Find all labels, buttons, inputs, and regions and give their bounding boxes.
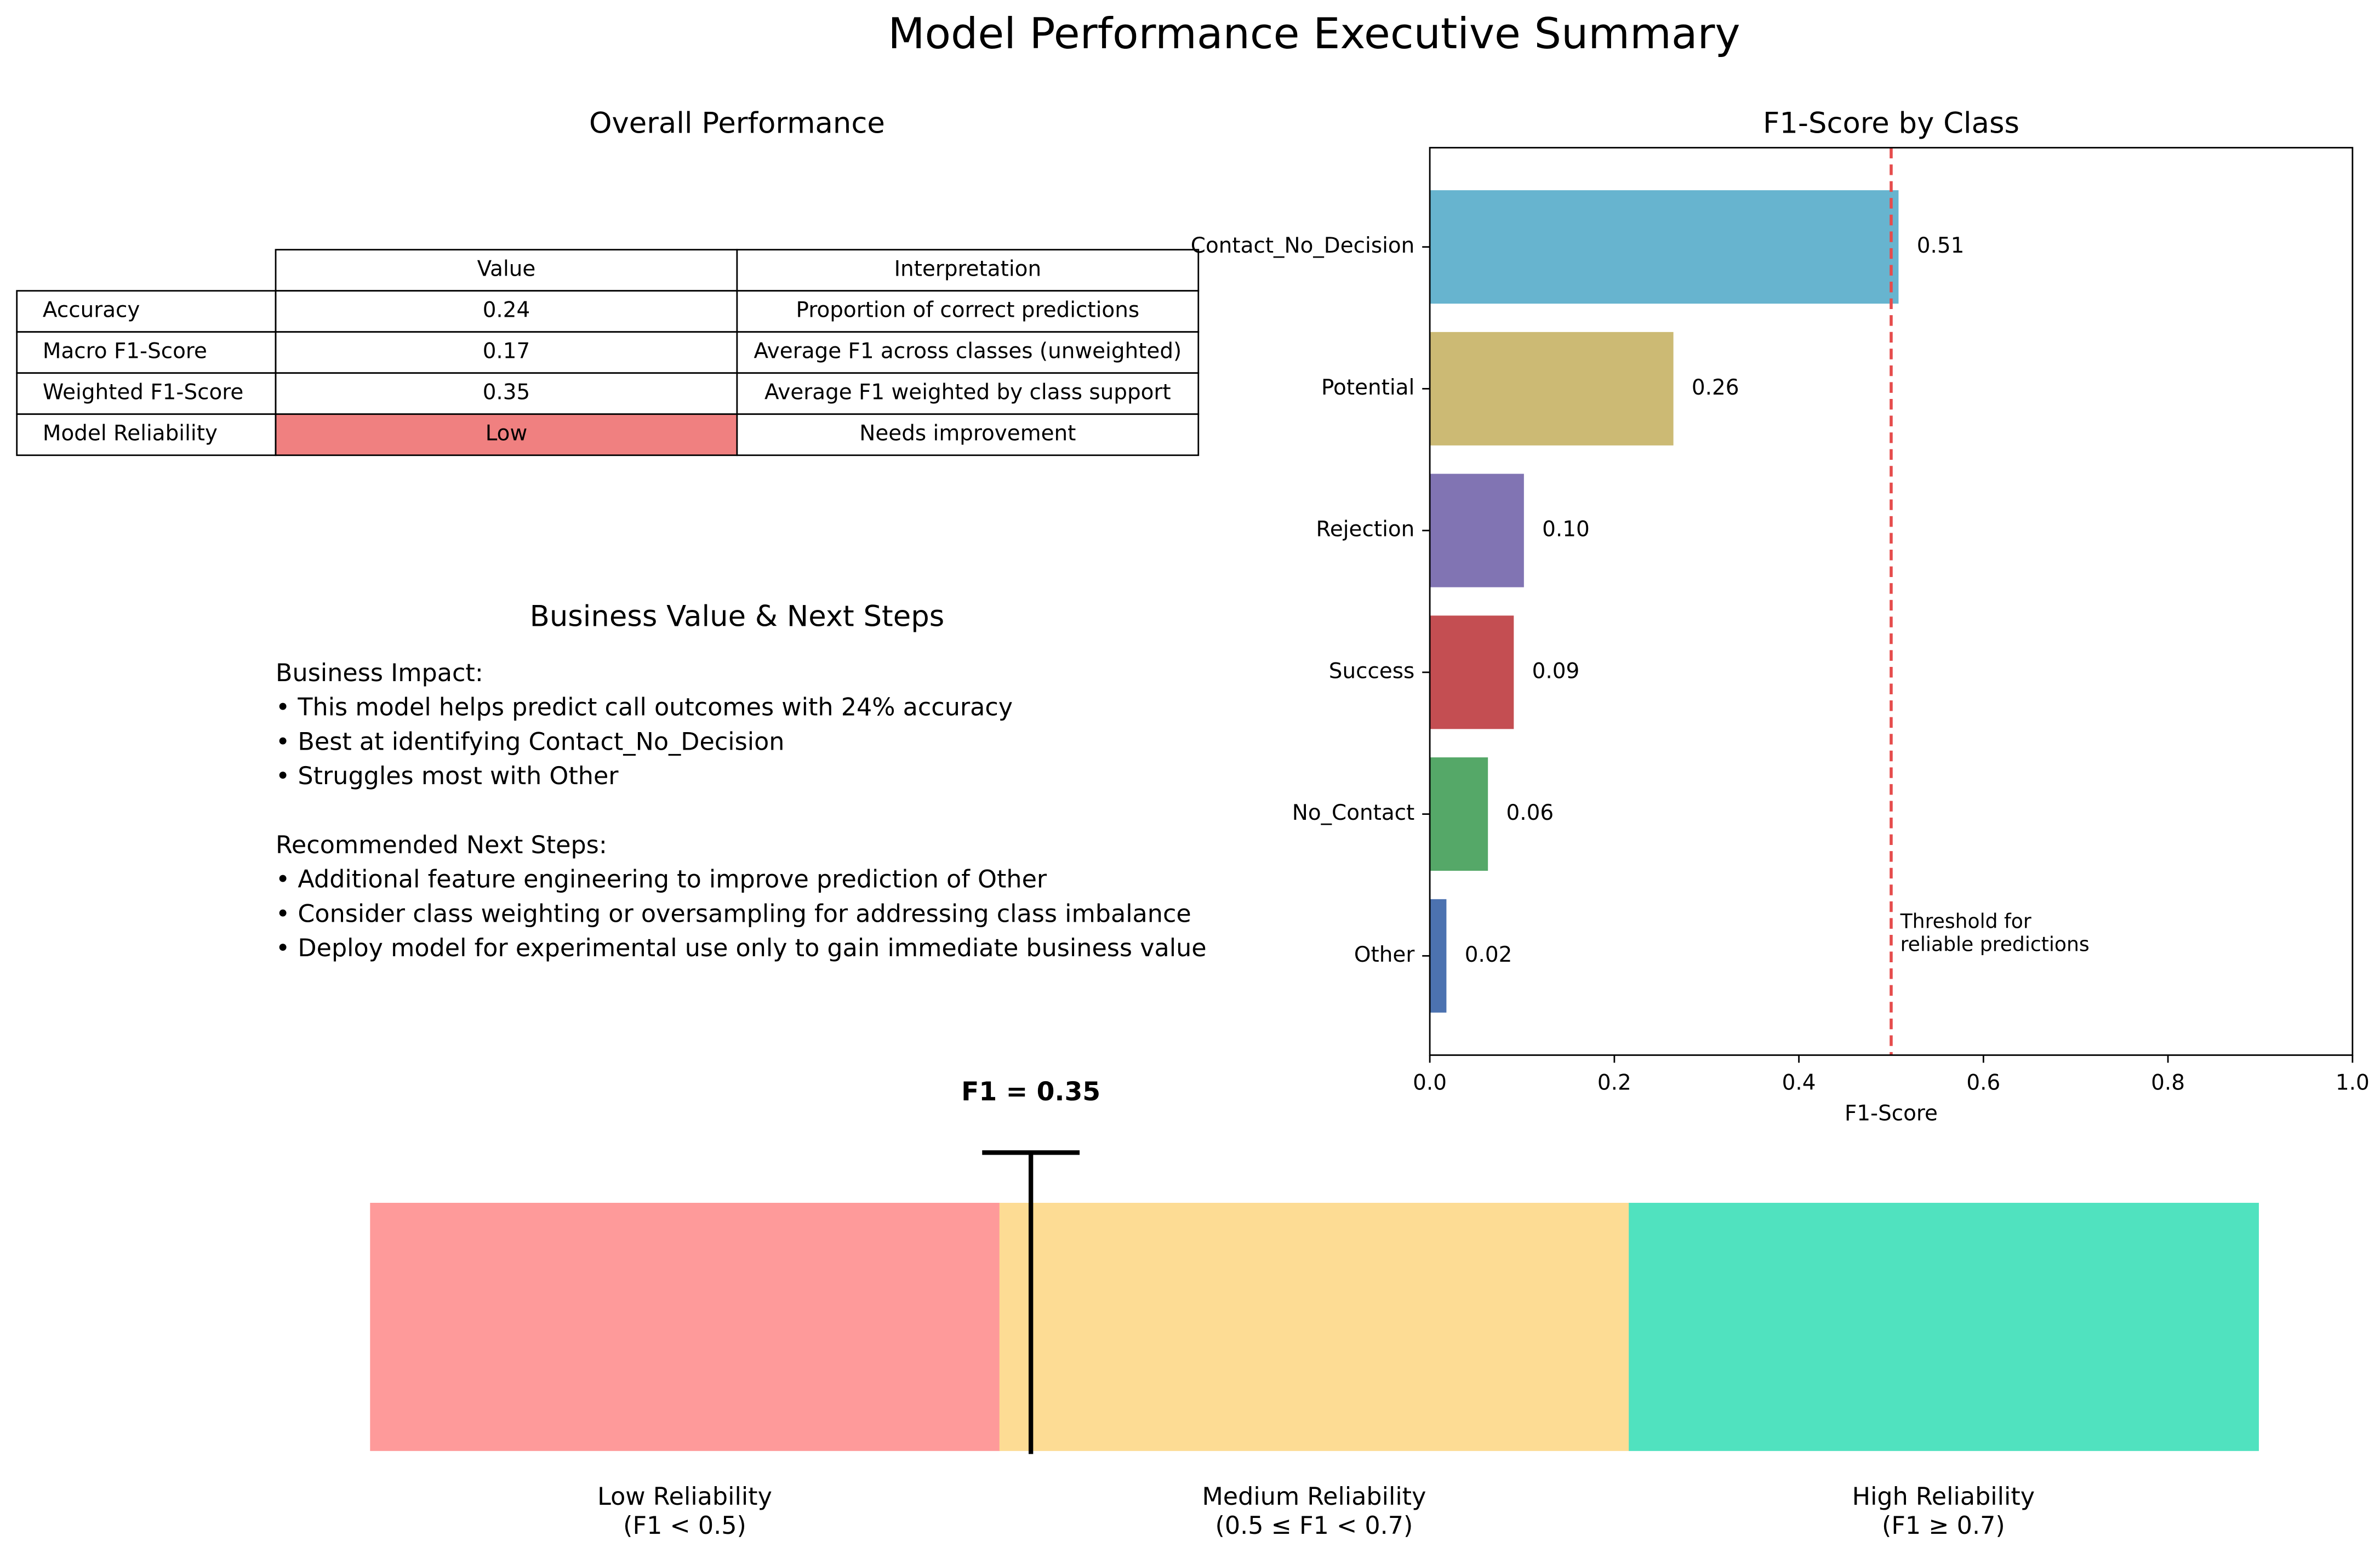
value-label: 0.51 — [1917, 233, 1965, 258]
marker-label: F1 = 0.35 — [961, 1077, 1100, 1107]
band-range: (F1 < 0.5) — [623, 1512, 746, 1540]
chart-title: F1-Score by Class — [1763, 106, 2019, 140]
table-cell-text: Needs improvement — [859, 421, 1076, 446]
x-tick-label: 1.0 — [2336, 1071, 2370, 1095]
table-title: Overall Performance — [589, 106, 885, 140]
band-range: (F1 ≥ 0.7) — [1882, 1512, 2005, 1540]
band-range: (0.5 ≤ F1 < 0.7) — [1215, 1512, 1413, 1540]
gauge-band — [999, 1202, 1630, 1451]
x-tick-label: 0.4 — [1782, 1071, 1816, 1095]
y-tick-label: Contact_No_Decision — [1191, 233, 1415, 258]
table-cell — [275, 372, 738, 415]
x-tick-label: 0.0 — [1413, 1071, 1447, 1095]
table-header: Value — [477, 257, 536, 282]
value-label: 0.26 — [1692, 375, 1739, 400]
threshold-label: Threshold for — [1900, 910, 2031, 933]
y-tick-label: Rejection — [1316, 517, 1415, 542]
bar — [1430, 190, 1899, 304]
table-cell — [736, 413, 1200, 456]
table-cell — [16, 290, 277, 333]
band-label: Medium Reliability — [1202, 1483, 1426, 1511]
table-cell-text: 0.17 — [483, 339, 530, 364]
y-tick-label: No_Contact — [1292, 801, 1415, 825]
value-label: 0.06 — [1506, 801, 1554, 825]
table-row-label: Macro F1-Score — [43, 339, 207, 364]
bullet-item: • Consider class weighting or oversampli… — [276, 900, 1191, 928]
table-header-cell — [736, 249, 1200, 292]
table-cell-text: Average F1 across classes (unweighted) — [754, 339, 1182, 364]
table-cell-text: Proportion of correct predictions — [796, 298, 1140, 323]
bullet-item: • Best at identifying Contact_No_Decisio… — [276, 728, 784, 756]
section-heading: Recommended Next Steps: — [276, 831, 607, 859]
value-label: 0.02 — [1465, 943, 1513, 967]
table-row-label: Model Reliability — [43, 421, 218, 446]
plot-frame — [1429, 147, 2354, 1056]
y-tick-label: Other — [1354, 943, 1414, 967]
table-header: Interpretation — [894, 257, 1042, 282]
value-label: 0.10 — [1542, 517, 1590, 542]
bullet-item: • This model helps predict call outcomes… — [276, 694, 1013, 722]
bar — [1430, 473, 1524, 587]
threshold-label: reliable predictions — [1900, 932, 2090, 956]
band-label: High Reliability — [1852, 1483, 2035, 1511]
business-title: Business Value & Next Steps — [530, 600, 945, 633]
table-header-cell — [275, 249, 738, 292]
page-title: Model Performance Executive Summary — [888, 9, 1740, 59]
bar — [1430, 615, 1514, 729]
table-cell — [736, 372, 1200, 415]
x-tick-label: 0.6 — [1966, 1071, 2000, 1095]
table-cell-text: Low — [486, 421, 528, 446]
section-heading: Business Impact: — [276, 659, 483, 687]
table-cell — [736, 331, 1200, 374]
bar — [1430, 332, 1674, 446]
table-cell — [16, 331, 277, 374]
bar — [1430, 899, 1447, 1013]
table-cell-text: Average F1 weighted by class support — [764, 380, 1171, 405]
table-cell — [16, 413, 277, 456]
value-label: 0.09 — [1532, 659, 1580, 683]
gauge-band — [370, 1202, 1001, 1451]
gauge-band — [1629, 1202, 2259, 1451]
bullet-item: • Additional feature engineering to impr… — [276, 866, 1047, 894]
table-row-label: Accuracy — [43, 298, 140, 323]
table-cell — [275, 413, 738, 456]
bullet-item: • Struggles most with Other — [276, 762, 619, 790]
x-tick-label: 0.8 — [2151, 1071, 2185, 1095]
table-cell-text: 0.24 — [483, 298, 530, 323]
table-row-label: Weighted F1-Score — [43, 380, 243, 405]
bar — [1430, 757, 1488, 871]
y-tick-label: Potential — [1321, 375, 1414, 400]
y-tick-label: Success — [1329, 659, 1415, 683]
x-tick-label: 0.2 — [1597, 1071, 1631, 1095]
x-axis-label: F1-Score — [1845, 1101, 1938, 1126]
bullet-item: • Deploy model for experimental use only… — [276, 934, 1207, 962]
table-cell-text: 0.35 — [483, 380, 530, 405]
band-label: Low Reliability — [597, 1483, 772, 1511]
